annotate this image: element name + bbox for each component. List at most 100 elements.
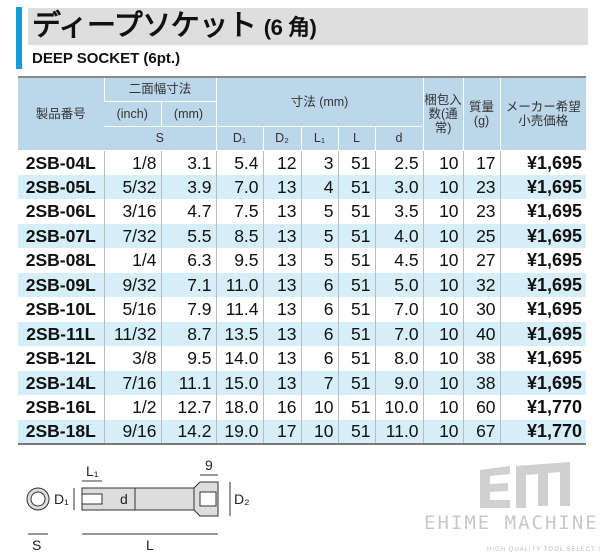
cell-l: 51 [337, 272, 376, 297]
cell-size-mm: 3.1 [160, 150, 217, 175]
cell-price: ¥1,695 [499, 370, 587, 395]
cell-d: 3.5 [374, 199, 424, 224]
table-row: 2SB-10L 5/16 7.9 11.4 13 6 51 7.0 10 30 ¥1,695 [18, 297, 587, 322]
cell-size-inch: 7/16 [103, 370, 161, 395]
ehime-machine-logo [480, 462, 570, 508]
header-l1: L₁ [300, 126, 339, 151]
cell-pack-qty: 10 [422, 174, 464, 199]
dimension-lines [28, 474, 231, 535]
cell-l: 51 [337, 346, 376, 371]
cell-size-mm: 11.1 [160, 370, 217, 395]
cell-size-mm: 8.7 [160, 321, 217, 346]
cell-size-inch: 5/32 [103, 174, 161, 199]
cell-size-inch: 1/4 [103, 248, 161, 273]
header-pack: 梱包入数(通常) [422, 76, 464, 151]
header-s: S [104, 126, 217, 151]
cell-product-code: 2SB-08L [25, 250, 96, 271]
cell-l1: 6 [300, 272, 339, 297]
cell-d2: 13 [262, 346, 302, 371]
cell-product-code: 2SB-04L [25, 152, 96, 173]
cell-d: 8.0 [374, 346, 424, 371]
table-row: 2SB-08L 1/4 6.3 9.5 13 5 51 4.5 10 27 ¥1,695 [18, 248, 587, 273]
cell-price: ¥1,695 [499, 223, 587, 248]
label-d2: D₂ [234, 491, 250, 507]
cell-d: 4.5 [374, 248, 424, 273]
cell-product-code: 2SB-10L [25, 299, 96, 320]
cell-product-code: 2SB-11L [18, 321, 104, 346]
cell-l: 51 [337, 297, 376, 322]
cell-size-inch: 11/32 [103, 321, 161, 346]
cell-d2: 13 [262, 272, 302, 297]
table-row: 2SB-12L 3/8 9.5 14.0 13 6 51 8.0 10 38 ¥1,695 [18, 346, 587, 371]
cell-d1: 11.4 [215, 297, 264, 322]
socket-side-view [81, 481, 219, 517]
cell-l1: 6 [300, 346, 339, 371]
socket-diagram: L₁ 9 D₁ d D₂ S L [26, 457, 250, 553]
cell-product-code: 2SB-14L [18, 370, 104, 395]
cell-d2: 13 [262, 199, 302, 224]
table-row: 2SB-04L 1/8 3.1 5.4 12 3 51 2.5 10 17 ¥1,695 [18, 150, 587, 175]
logo-tagline: HIGH QUALITY TOOL SELECT SHOP [487, 547, 600, 553]
cell-d: 7.0 [374, 297, 424, 322]
cell-d1: 5.4 [215, 150, 264, 175]
cell-l: 51 [337, 223, 376, 248]
cell-d2: 16 [262, 395, 302, 420]
cell-size-inch: 5/16 [103, 297, 161, 322]
cell-weight: 60 [462, 395, 501, 420]
cell-weight: 25 [462, 223, 501, 248]
cell-weight: 27 [462, 248, 501, 273]
cell-product-code: 2SB-05L [18, 174, 104, 199]
cell-size-mm: 14.2 [160, 419, 217, 445]
cell-size-inch: 3/16 [103, 199, 161, 224]
cell-d2: 17 [262, 419, 302, 445]
header-weight: 質量(g) [462, 76, 501, 151]
cell-l1: 5 [300, 199, 339, 224]
label-l: L [146, 537, 154, 553]
cell-d2: 13 [262, 370, 302, 395]
header-l: L [337, 126, 376, 151]
table-row: 2SB-18L 9/16 14.2 19.0 17 10 51 11.0 10 67 ¥1,770 [18, 419, 587, 445]
cell-d2: 13 [262, 174, 302, 199]
cell-d: 2.5 [374, 150, 424, 175]
cell-l: 51 [337, 174, 376, 199]
cell-price: ¥1,695 [499, 321, 587, 346]
cell-l1: 5 [300, 248, 339, 273]
cell-size-inch: 1/8 [103, 150, 161, 175]
cell-pack-qty: 10 [422, 321, 464, 346]
cell-l1: 5 [300, 223, 339, 248]
cell-l1: 10 [300, 395, 339, 420]
cell-product-code: 2SB-07L [18, 223, 104, 248]
cell-d1: 8.5 [215, 223, 264, 248]
cell-l: 51 [337, 395, 376, 420]
cell-pack-qty: 10 [422, 370, 464, 395]
cell-price: ¥1,695 [499, 174, 587, 199]
label-9: 9 [205, 457, 213, 473]
cell-size-mm: 5.5 [160, 223, 217, 248]
table-row: 2SB-09L 9/32 7.1 11.0 13 6 51 5.0 10 32 ¥1,695 [18, 272, 587, 297]
cell-l1: 7 [300, 370, 339, 395]
cell-weight: 17 [462, 150, 501, 175]
header-d1: D₁ [215, 126, 264, 151]
cell-product-code: 2SB-12L [25, 348, 96, 369]
header-inch: (inch) [104, 101, 161, 127]
page-subtitle: DEEP SOCKET (6pt.) [32, 50, 181, 67]
header-across-flats: 二面幅寸法 [103, 76, 217, 102]
cell-d1: 9.5 [215, 248, 264, 273]
cell-d1: 7.5 [215, 199, 264, 224]
header-dims: 寸法 (mm) [215, 76, 424, 127]
cell-product-code: 2SB-16L [25, 397, 96, 418]
header-product: 製品番号 [18, 76, 104, 151]
cell-price: ¥1,770 [499, 419, 587, 445]
label-d: d [120, 491, 128, 507]
cell-price: ¥1,695 [499, 248, 587, 273]
cell-size-mm: 12.7 [160, 395, 217, 420]
cell-weight: 23 [462, 199, 501, 224]
title-bar [28, 8, 588, 45]
cell-pack-qty: 10 [422, 223, 464, 248]
cell-d2: 12 [262, 150, 302, 175]
cell-pack-qty: 10 [422, 199, 464, 224]
cell-d2: 13 [262, 297, 302, 322]
cell-l: 51 [337, 199, 376, 224]
cell-d: 11.0 [374, 419, 424, 445]
cell-d2: 13 [262, 223, 302, 248]
